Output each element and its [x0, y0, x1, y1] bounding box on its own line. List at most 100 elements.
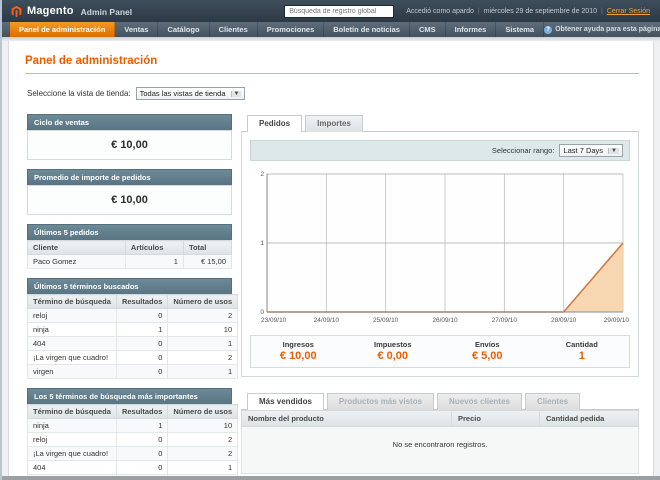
svg-text:2: 2 [260, 171, 264, 178]
dashboard-right-column: Pedidos Importes Seleccionar rango: Last … [241, 114, 639, 474]
top-search-terms-title: Los 5 términos de búsqueda más important… [27, 388, 232, 404]
column-header: Resultados [115, 404, 169, 419]
table-cell: ninja [27, 418, 117, 433]
table-row[interactable]: ¡La virgen que cuadro! 0 2 [27, 446, 239, 461]
column-product-name: Nombre del producto [242, 411, 452, 426]
nav-shadow [2, 37, 660, 41]
nav-item-sistema[interactable]: Sistema [496, 22, 545, 37]
table-row[interactable]: reloj 0 2 [27, 308, 239, 323]
logout-link[interactable]: Cerrar Sesión [606, 7, 650, 15]
brand-name: Magento [27, 5, 74, 17]
svg-text:0: 0 [260, 309, 264, 316]
nav-item-ventas[interactable]: Ventas [115, 22, 159, 37]
tab-nuevos-clientes: Nuevos clientes [437, 393, 522, 410]
products-block: Más vendidos Productos más vistos Nuevos c… [241, 392, 639, 474]
nav-item-bolet-n-de-noticias[interactable]: Boletín de noticias [324, 22, 410, 37]
magento-logo-icon [11, 5, 22, 17]
column-header: Término de búsqueda [27, 294, 117, 309]
products-tabs: Más vendidos Productos más vistos Nuevos c… [241, 392, 639, 410]
top-search-terms-table: Término de búsqueda Resultados Número de u… [27, 404, 239, 480]
orders-panel: Seleccionar rango: Last 7 Days ▼ 0 1 2 23/0… [241, 132, 639, 377]
separator: | [477, 7, 480, 15]
table-row[interactable]: virgen 0 1 [27, 364, 239, 379]
stat-envíos: Envíos € 5,00 [440, 340, 535, 362]
column-header: Número de usos [167, 404, 239, 419]
table-cell: 10 [167, 322, 239, 337]
svg-text:24/09/10: 24/09/10 [314, 317, 340, 324]
table-cell: 0 [115, 460, 169, 475]
chevron-down-icon: ▼ [230, 90, 242, 97]
column-header: Término de búsqueda [27, 404, 117, 419]
magento-logo: Magento Admin Panel [10, 5, 132, 18]
column-header: Total [182, 240, 233, 255]
nav-item-informes[interactable]: Informes [446, 22, 497, 37]
last-orders-box: Últimos 5 pedidos Cliente Artículos Total P… [27, 224, 233, 269]
table-row[interactable]: reloj 0 2 [27, 432, 239, 447]
table-cell: reloj [27, 432, 117, 447]
table-row[interactable]: Paco Gomez 1 € 15,00 [27, 254, 233, 269]
last-search-terms-table: Término de búsqueda Resultados Número de u… [27, 294, 239, 379]
stat-label: Envíos [474, 340, 500, 349]
totals-bar: Ingresos € 10,00 Impuestos € 0,00 Envíos € 5,… [250, 335, 630, 368]
stat-label: Impuestos [373, 340, 412, 349]
range-select[interactable]: Last 7 Days ▼ [559, 144, 623, 157]
dashboard-left-column: Ciclo de ventas € 10,00 Promedio de impo… [27, 114, 239, 480]
help-label: Obtener ayuda para esta página [555, 26, 660, 33]
table-cell: 0 [115, 308, 169, 323]
table-cell: 0 [115, 336, 169, 351]
nav-item-clientes[interactable]: Clientes [210, 22, 258, 37]
range-bar: Seleccionar rango: Last 7 Days ▼ [250, 140, 630, 161]
table-cell: ¡La virgen que cuadro! [27, 350, 117, 365]
bottom-bar [2, 476, 660, 480]
tab-importes[interactable]: Importes [305, 115, 363, 132]
column-header: Número de usos [167, 294, 239, 309]
table-row[interactable]: 404 0 1 [27, 336, 239, 351]
column-price: Precio [452, 411, 540, 426]
column-header: Resultados [115, 294, 169, 309]
stat-label: Ingresos [282, 340, 314, 349]
help-link[interactable]: ? Obtener ayuda para esta página [544, 22, 660, 37]
table-row[interactable]: 404 0 1 [27, 460, 239, 475]
last-search-terms-title: Últimos 5 términos buscados [27, 278, 232, 294]
store-view-label: Seleccione la vista de tienda: [27, 89, 131, 98]
chart-tabs: Pedidos Importes [241, 114, 639, 132]
table-cell: reloj [27, 308, 117, 323]
lifetime-sales-value: € 10,00 [27, 130, 232, 160]
table-cell: 2 [167, 350, 239, 365]
table-cell: € 15,00 [182, 254, 233, 269]
last-search-terms-box: Últimos 5 términos buscados Término de b… [27, 278, 239, 379]
average-orders-title: Promedio de importe de pedidos [27, 169, 232, 185]
orders-chart: 0 1 2 23/09/10 24/09/10 25/09/10 26/09/10 27/09… [250, 168, 630, 326]
table-cell: 1 [167, 460, 239, 475]
table-cell: 2 [167, 432, 239, 447]
table-cell: 0 [115, 446, 169, 461]
question-circle-icon: ? [544, 25, 553, 34]
nav-item-cat-logo[interactable]: Catálogo [158, 22, 210, 37]
content-card: Panel de administración Seleccione la vi… [8, 41, 654, 480]
main-nav: Panel de administración Ventas Catálogo Cli… [2, 22, 660, 37]
nav-item-promociones[interactable]: Promociones [258, 22, 325, 37]
table-row[interactable]: ninja 1 10 [27, 418, 239, 433]
svg-text:27/09/10: 27/09/10 [492, 317, 518, 324]
tab-m-s-vendidos[interactable]: Más vendidos [247, 393, 324, 410]
table-cell: 404 [27, 336, 117, 351]
table-cell: 1 [167, 336, 239, 351]
tab-clientes: Clientes [524, 393, 581, 410]
nav-item-cms[interactable]: CMS [410, 22, 446, 37]
brand-suffix: Admin Panel [80, 7, 133, 17]
nav-item-panel-de-administraci-n[interactable]: Panel de administración [10, 22, 116, 37]
svg-text:26/09/10: 26/09/10 [432, 317, 458, 324]
last-orders-table: Cliente Artículos Total Paco Gomez 1 € 15,00 [27, 240, 233, 269]
stat-value: 1 [578, 350, 585, 362]
global-search-input[interactable] [284, 4, 395, 18]
stat-cantidad: Cantidad 1 [535, 340, 630, 362]
stat-value: € 5,00 [471, 350, 503, 362]
stat-impuestos: Impuestos € 0,00 [346, 340, 441, 362]
table-row[interactable]: ninja 1 10 [27, 322, 239, 337]
range-value: Last 7 Days [563, 146, 604, 155]
tab-pedidos[interactable]: Pedidos [247, 115, 303, 132]
table-cell: ninja [27, 322, 117, 337]
table-row[interactable]: ¡La virgen que cuadro! 0 2 [27, 350, 239, 365]
store-view-select[interactable]: Todas las vistas de tienda ▼ [135, 87, 246, 100]
